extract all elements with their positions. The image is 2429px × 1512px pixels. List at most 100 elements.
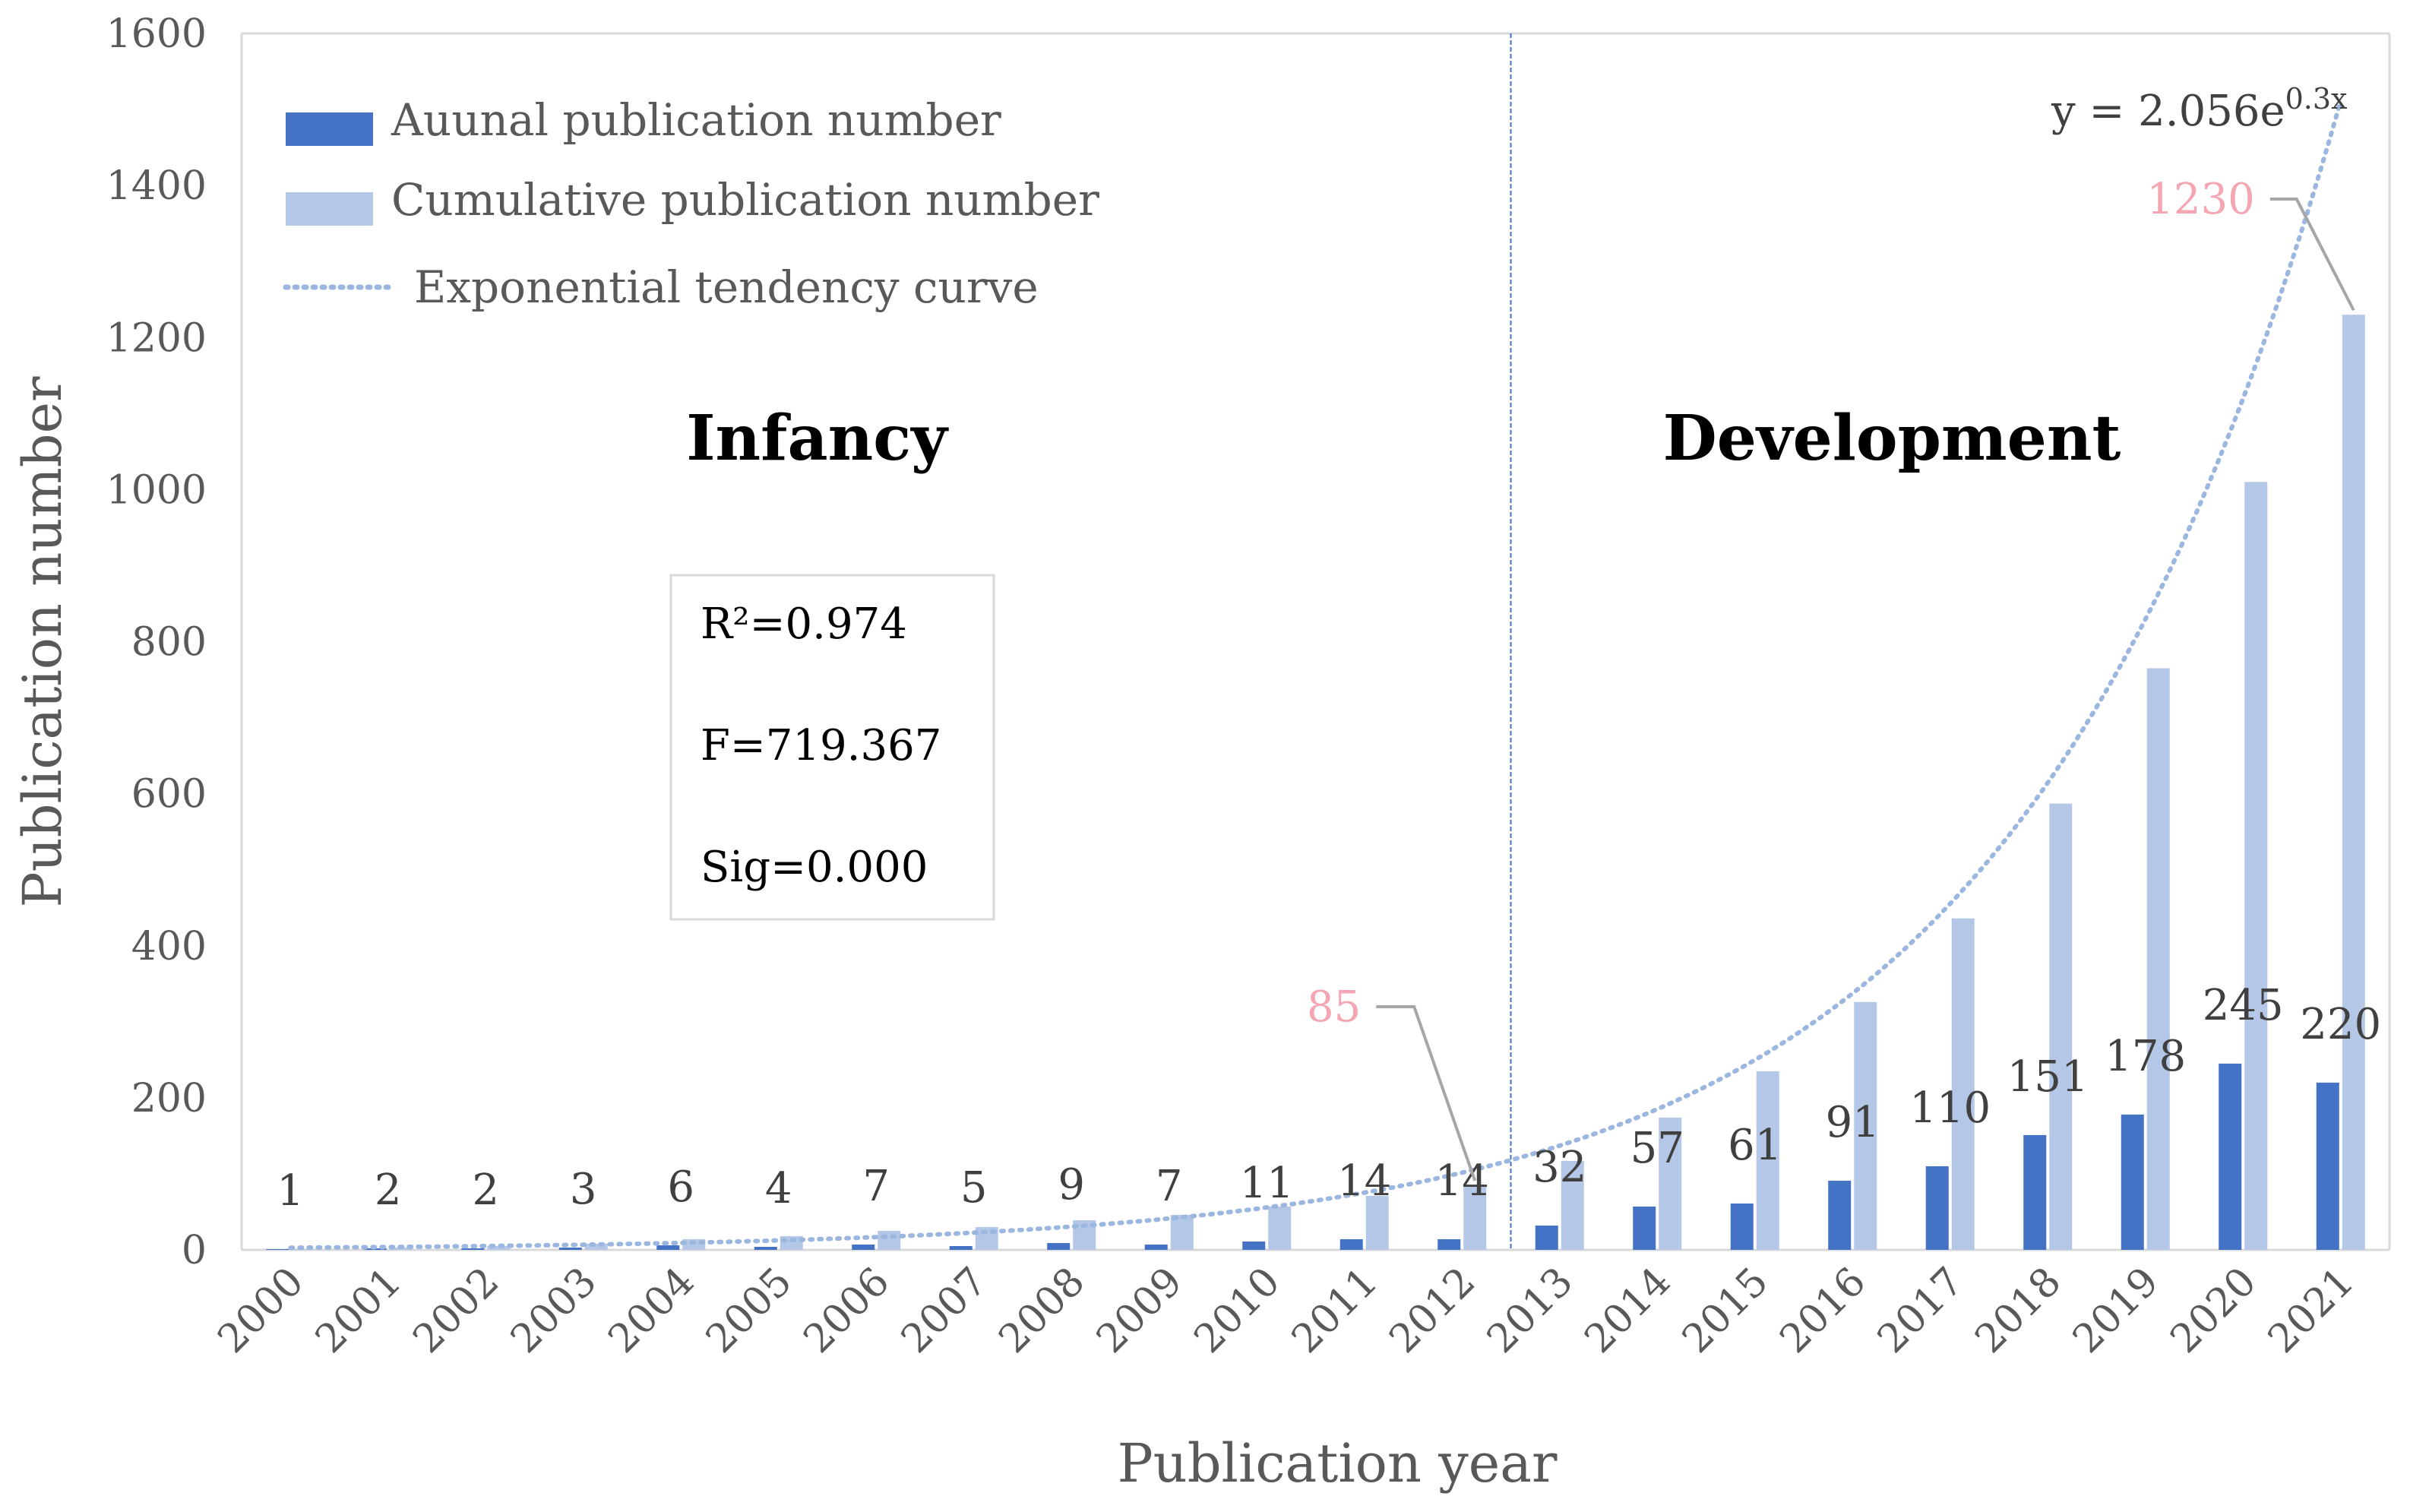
x-tick-label: 2018 bbox=[1966, 1259, 2070, 1362]
bar-annual bbox=[2316, 1082, 2339, 1250]
x-tick-label: 2001 bbox=[307, 1259, 410, 1362]
bar-annual bbox=[852, 1244, 875, 1250]
bar-cumulative bbox=[878, 1230, 901, 1250]
data-label: 14 bbox=[1435, 1156, 1489, 1206]
data-labels-group: 1 2 2 3 6 4 7 5 9 7 11 14 14 32 57 61 91 110 151 178 245 220 bbox=[277, 981, 2381, 1216]
data-label: 7 bbox=[862, 1162, 890, 1211]
y-axis-ticks: 0 200 400 600 800 1000 1200 1400 1600 bbox=[106, 11, 207, 1273]
trend-line bbox=[288, 98, 2343, 1251]
y-tick-label: 1000 bbox=[106, 467, 207, 513]
x-tick-label: 2011 bbox=[1283, 1259, 1387, 1362]
x-tick-label: 2017 bbox=[1869, 1259, 1972, 1362]
y-tick-label: 0 bbox=[182, 1228, 207, 1273]
data-label: 2 bbox=[375, 1166, 402, 1215]
bar-annual bbox=[1144, 1244, 1168, 1250]
bar-annual bbox=[1437, 1238, 1461, 1250]
bar-cumulative bbox=[2049, 803, 2073, 1250]
stats-significance: Sig=0.000 bbox=[701, 843, 928, 892]
legend-swatch-cumulative bbox=[286, 192, 373, 226]
bar-annual bbox=[2121, 1114, 2144, 1250]
bars-group bbox=[266, 315, 2365, 1251]
bar-cumulative bbox=[487, 1245, 511, 1250]
bar-annual bbox=[1925, 1166, 1949, 1250]
x-axis-title: Publication year bbox=[1118, 1432, 1558, 1495]
callout-label: 1230 bbox=[2146, 175, 2255, 224]
trend-equation-base: y = 2.056e bbox=[2051, 87, 2285, 136]
x-tick-label: 2013 bbox=[1479, 1259, 1582, 1362]
x-tick-label: 2010 bbox=[1185, 1259, 1289, 1362]
bar-cumulative bbox=[1268, 1206, 1292, 1250]
bar-cumulative bbox=[1365, 1195, 1389, 1250]
stats-box-frame bbox=[669, 574, 995, 921]
data-label: 14 bbox=[1337, 1156, 1391, 1206]
data-label: 6 bbox=[667, 1162, 694, 1212]
stats-box: R²=0.974 F=719.367 Sig=0.000 bbox=[669, 574, 995, 921]
callout-leader bbox=[1376, 1005, 1477, 1181]
x-tick-label: 2009 bbox=[1088, 1259, 1191, 1362]
trend-equation-exponent: 0.3x bbox=[2285, 82, 2348, 115]
x-tick-label: 2006 bbox=[795, 1259, 898, 1362]
bar-annual bbox=[1242, 1241, 1266, 1250]
data-label: 178 bbox=[2105, 1032, 2186, 1081]
y-axis-title: Publication number bbox=[11, 376, 74, 907]
data-label: 57 bbox=[1630, 1124, 1684, 1173]
y-tick-label: 1400 bbox=[106, 163, 207, 209]
phase-label-development: Development bbox=[1663, 402, 2121, 475]
bar-cumulative bbox=[1854, 1001, 1877, 1250]
x-tick-label: 2016 bbox=[1771, 1259, 1874, 1362]
bar-annual bbox=[1535, 1225, 1558, 1250]
legend-label-cumulative: Cumulative publication number bbox=[391, 174, 1099, 226]
data-label: 4 bbox=[765, 1164, 792, 1213]
legend: Auunal publication number Cumulative pub… bbox=[283, 94, 1099, 313]
x-axis-ticks: 2000200120022003200420052006200720082009… bbox=[209, 1259, 2363, 1362]
y-tick-label: 400 bbox=[131, 924, 207, 970]
data-label: 5 bbox=[960, 1163, 988, 1213]
callout-label: 85 bbox=[1307, 982, 1361, 1032]
y-tick-label: 800 bbox=[131, 620, 207, 666]
data-label: 11 bbox=[1240, 1159, 1294, 1208]
x-tick-label: 2008 bbox=[990, 1259, 1093, 1362]
x-tick-label: 2020 bbox=[2162, 1259, 2265, 1362]
bar-cumulative bbox=[1756, 1071, 1779, 1250]
bar-annual bbox=[949, 1245, 973, 1250]
y-tick-label: 1200 bbox=[106, 315, 207, 361]
x-tick-label: 2003 bbox=[502, 1259, 606, 1362]
y-tick-label: 600 bbox=[131, 772, 207, 818]
bar-annual bbox=[558, 1247, 582, 1250]
bar-cumulative bbox=[1170, 1214, 1194, 1250]
bar-annual bbox=[1828, 1180, 1852, 1250]
data-label: 245 bbox=[2203, 981, 2284, 1030]
x-tick-label: 2000 bbox=[209, 1259, 312, 1362]
bar-annual bbox=[754, 1246, 777, 1250]
data-label: 151 bbox=[2007, 1052, 2089, 1102]
y-tick-label: 1600 bbox=[106, 11, 207, 57]
bar-cumulative bbox=[584, 1243, 608, 1250]
bar-cumulative bbox=[2342, 315, 2365, 1251]
data-label: 110 bbox=[1909, 1083, 1991, 1133]
bar-cumulative bbox=[2146, 668, 2170, 1250]
bar-annual bbox=[461, 1248, 485, 1250]
bar-annual bbox=[1633, 1206, 1656, 1250]
data-label: 2 bbox=[472, 1166, 499, 1215]
callout-leader bbox=[2269, 198, 2355, 312]
bar-annual bbox=[1730, 1203, 1754, 1250]
bar-cumulative bbox=[292, 1248, 315, 1250]
data-label: 91 bbox=[1826, 1098, 1880, 1147]
x-tick-label: 2004 bbox=[599, 1259, 703, 1362]
bar-annual bbox=[266, 1248, 289, 1250]
data-label: 32 bbox=[1532, 1143, 1586, 1192]
data-label: 7 bbox=[1156, 1162, 1183, 1211]
x-tick-label: 2014 bbox=[1576, 1259, 1679, 1362]
x-tick-label: 2007 bbox=[893, 1259, 996, 1362]
x-tick-label: 2019 bbox=[2064, 1259, 2168, 1362]
legend-label-annual: Auunal publication number bbox=[391, 94, 1001, 146]
bar-annual bbox=[2023, 1134, 2047, 1250]
data-label: 3 bbox=[570, 1165, 597, 1214]
x-tick-label: 2015 bbox=[1674, 1259, 1777, 1362]
data-label: 61 bbox=[1728, 1121, 1782, 1170]
bar-annual bbox=[1339, 1238, 1363, 1250]
x-tick-label: 2002 bbox=[404, 1259, 508, 1362]
phase-label-infancy: Infancy bbox=[686, 402, 949, 475]
bar-cumulative bbox=[1951, 918, 1975, 1250]
